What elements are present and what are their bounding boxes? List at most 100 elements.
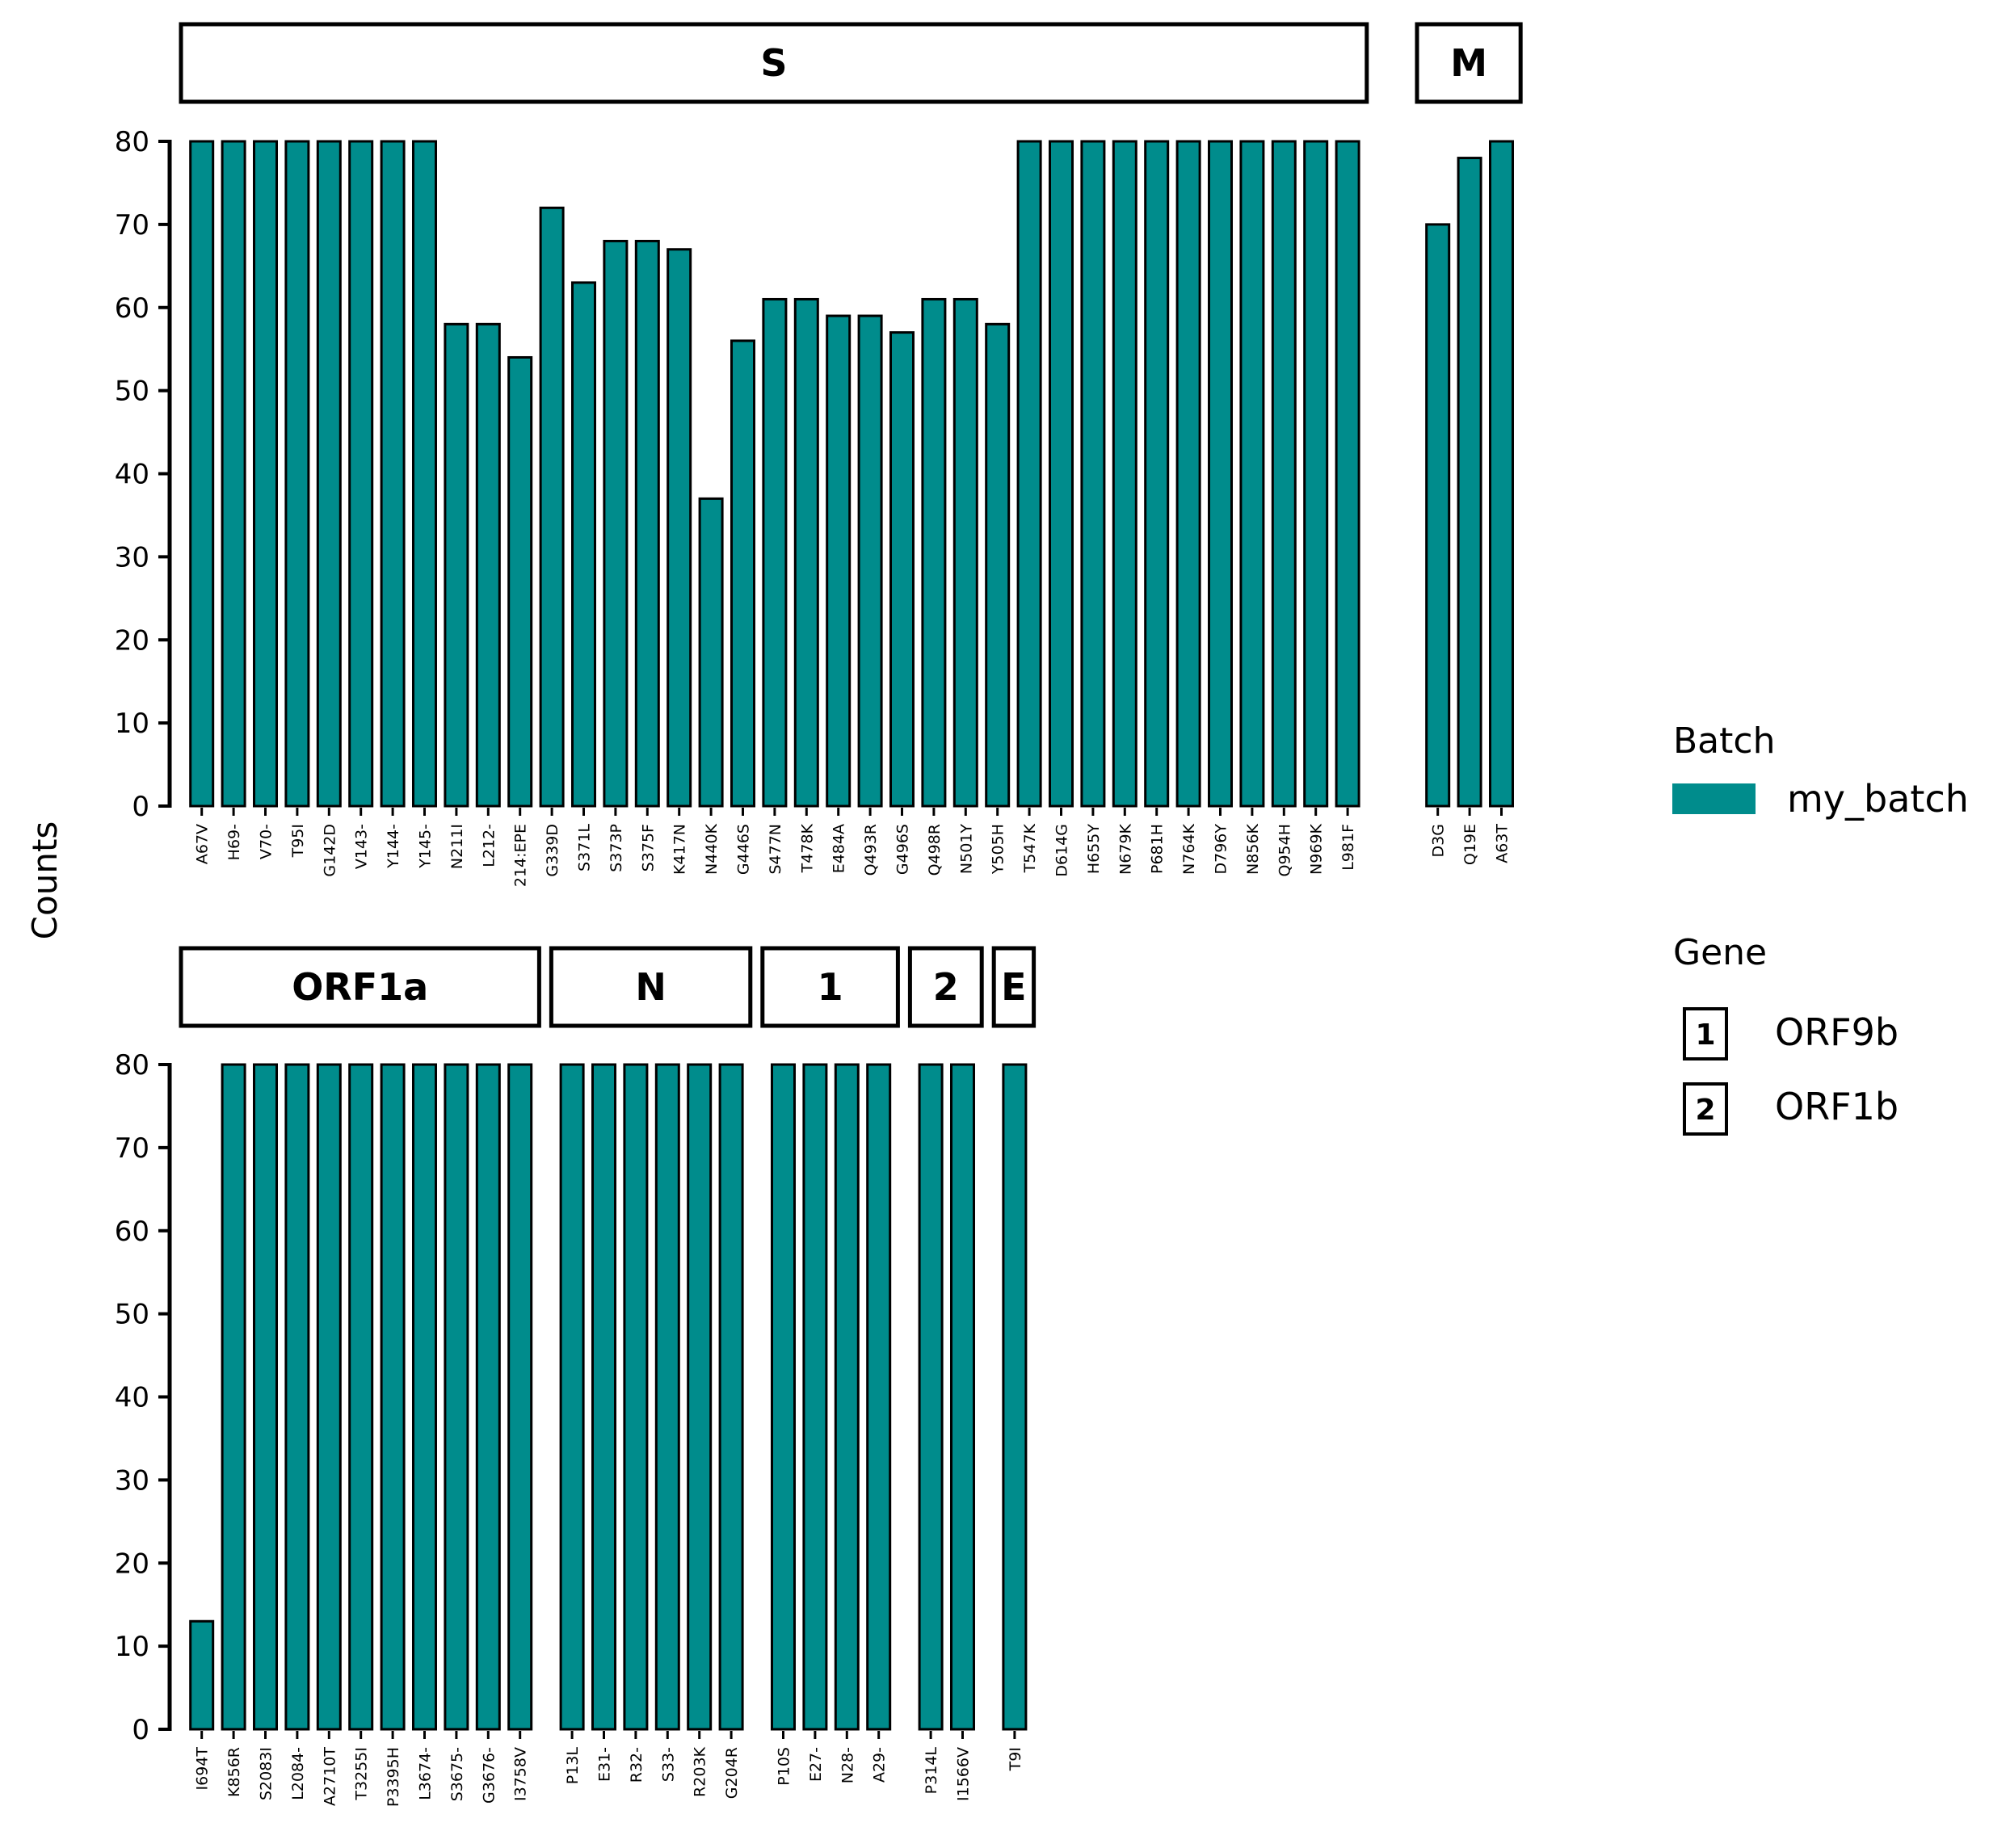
x-tick-label: S2083I <box>258 1747 275 1800</box>
x-tick-label: N440K <box>703 823 721 874</box>
facet-strip-label: E <box>1001 965 1026 1009</box>
x-tick-label: Q19E <box>1461 824 1479 865</box>
x-tick-label: R203K <box>692 1746 709 1796</box>
x-tick-label: D3G <box>1430 824 1448 857</box>
bar <box>623 1063 649 1731</box>
legend-gene-title: Gene <box>1673 932 1767 973</box>
bar <box>444 322 469 808</box>
y-tick-label: 0 <box>132 1714 149 1746</box>
bar <box>380 140 406 808</box>
x-tick-label: P13L <box>564 1747 582 1785</box>
bar <box>866 1063 892 1731</box>
y-tick-label: 60 <box>115 1216 149 1248</box>
x-tick-label: K417N <box>671 824 689 875</box>
y-tick-label: 10 <box>115 1631 149 1663</box>
facet-strip <box>549 946 753 1028</box>
x-tick-label: S33- <box>659 1747 677 1782</box>
bar <box>603 239 629 808</box>
facet-strip-label: N <box>635 965 666 1009</box>
y-tick-label: 70 <box>115 1132 149 1165</box>
x-tick-label: P3395H <box>385 1747 402 1807</box>
bar <box>666 248 692 808</box>
legend-gene-key-1: 1 <box>1695 1018 1715 1052</box>
x-tick-label: G3676- <box>480 1747 498 1804</box>
y-tick-label: 10 <box>115 708 149 740</box>
y-tick-label: 20 <box>115 1548 149 1580</box>
bar <box>1457 157 1482 808</box>
bar <box>507 1063 533 1731</box>
x-tick-label: N969K <box>1308 823 1326 874</box>
x-tick-label: G204R <box>723 1747 741 1799</box>
bar <box>253 1063 278 1731</box>
bar <box>1489 140 1514 808</box>
bar <box>952 297 978 808</box>
bar <box>802 1063 828 1731</box>
legend-gene-key-2: 2 <box>1695 1094 1715 1127</box>
bar <box>1175 140 1201 808</box>
bar <box>687 1063 713 1731</box>
x-tick-label: D796Y <box>1213 824 1230 875</box>
x-tick-label: L981F <box>1339 824 1357 871</box>
bar <box>985 322 1011 808</box>
x-tick-label: N28- <box>839 1747 856 1783</box>
legend-batch-label: my_batch <box>1787 777 1969 821</box>
y-tick-label: 40 <box>115 1382 149 1414</box>
bar <box>826 314 852 808</box>
x-tick-label: P681H <box>1149 824 1167 874</box>
bar <box>189 140 215 808</box>
x-tick-label: S373P <box>608 824 625 872</box>
x-tick-label: A2710T <box>321 1747 339 1806</box>
facet-strip <box>179 946 541 1028</box>
x-tick-label: E31- <box>596 1747 614 1782</box>
y-tick-label: 40 <box>115 459 149 491</box>
x-tick-label: A67V <box>194 824 212 864</box>
facet-strip-label: ORF1a <box>292 965 428 1009</box>
facet-strip <box>991 946 1037 1028</box>
x-tick-label: L2084- <box>289 1747 307 1800</box>
x-tick-label: V70- <box>258 824 275 859</box>
bar <box>316 1063 342 1731</box>
bar <box>698 497 724 808</box>
y-tick-label: 60 <box>115 292 149 325</box>
facet-strip <box>1415 22 1523 104</box>
x-tick-label: N211I <box>448 824 466 869</box>
x-tick-label: N764K <box>1180 823 1198 874</box>
x-tick-label: Q498R <box>926 824 944 876</box>
bar <box>253 140 278 808</box>
x-tick-label: S371L <box>576 824 594 872</box>
facet-strip-label: 2 <box>933 965 959 1009</box>
bar <box>348 1063 374 1731</box>
y-tick-label: 80 <box>115 1049 149 1082</box>
facet-strip <box>179 22 1369 104</box>
bar <box>730 339 755 808</box>
bar <box>1002 1063 1028 1731</box>
x-tick-label: G446S <box>735 824 753 875</box>
x-tick-label: I694T <box>194 1747 212 1791</box>
x-tick-label: Y505H <box>990 824 1007 875</box>
x-tick-label: S477N <box>767 824 784 875</box>
x-tick-label: Q493R <box>862 824 880 876</box>
x-tick-label: K856R <box>225 1747 243 1797</box>
x-tick-label: N501Y <box>957 824 975 874</box>
x-tick-label: T95I <box>289 824 307 858</box>
bar <box>571 281 596 808</box>
bar <box>950 1063 975 1731</box>
legend-gene-label-2: ORF1b <box>1775 1085 1899 1128</box>
y-tick-label: 30 <box>115 541 149 573</box>
bar <box>221 1063 246 1731</box>
bar <box>1335 140 1360 808</box>
x-tick-label: P314L <box>923 1747 940 1795</box>
x-tick-label: 214:EPE <box>512 824 530 887</box>
x-tick-label: V143- <box>353 824 371 869</box>
bar <box>591 1063 616 1731</box>
bar <box>284 140 310 808</box>
bar <box>221 140 246 808</box>
legend-batch-title: Batch <box>1673 720 1775 762</box>
x-tick-label: L3674- <box>417 1747 435 1800</box>
x-tick-label: N856K <box>1244 823 1262 874</box>
bar <box>762 297 788 808</box>
bar <box>1080 140 1106 808</box>
bar <box>1016 140 1042 808</box>
